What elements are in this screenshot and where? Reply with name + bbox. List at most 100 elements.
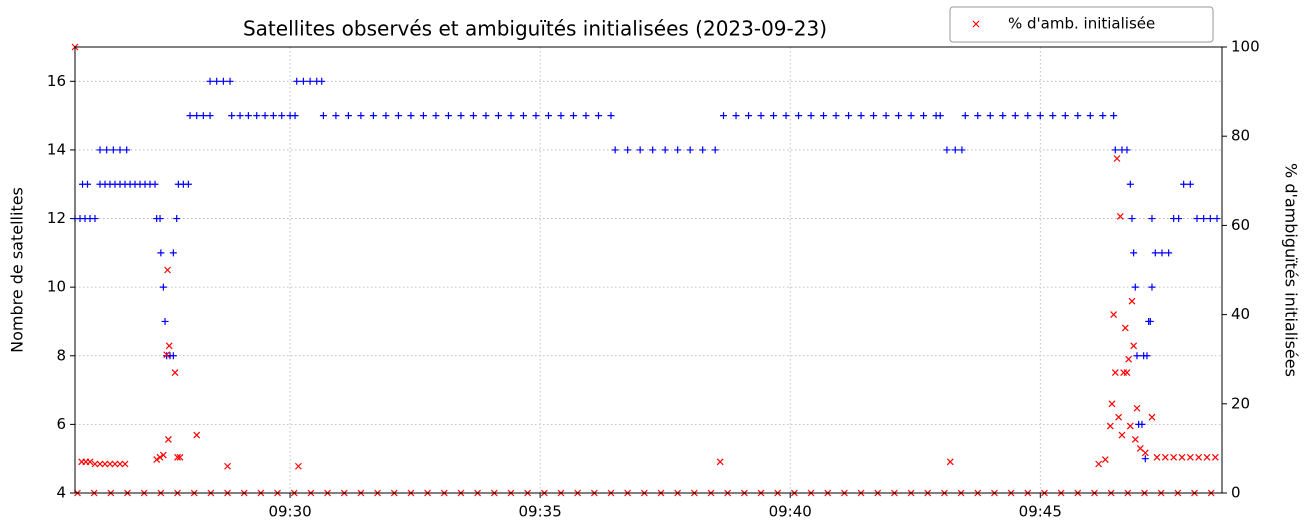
point xyxy=(213,77,221,85)
point xyxy=(96,460,104,468)
point xyxy=(161,317,169,325)
point xyxy=(318,77,326,85)
point xyxy=(103,146,111,154)
point xyxy=(169,352,177,360)
point xyxy=(1115,413,1123,421)
point xyxy=(686,146,694,154)
point xyxy=(1121,324,1129,332)
point xyxy=(1148,283,1156,291)
point xyxy=(1049,112,1057,120)
point xyxy=(169,249,177,257)
y2-axis-label: % d'ambiguïtés initialisées xyxy=(1282,163,1301,377)
point xyxy=(1161,453,1169,461)
point xyxy=(636,146,644,154)
point xyxy=(1165,249,1173,257)
point xyxy=(157,249,165,257)
point xyxy=(845,112,853,120)
y-tick-label: 14 xyxy=(47,140,66,158)
point xyxy=(1141,455,1149,463)
point xyxy=(986,112,994,120)
point xyxy=(795,112,803,120)
point xyxy=(1141,449,1149,457)
point xyxy=(457,112,465,120)
y-tick-label: 12 xyxy=(47,209,66,227)
x-tick-label: 09:40 xyxy=(769,503,812,521)
point xyxy=(907,112,915,120)
point xyxy=(224,462,231,470)
point xyxy=(507,112,515,120)
point xyxy=(293,77,301,85)
point xyxy=(121,460,129,468)
point xyxy=(1203,453,1211,461)
point xyxy=(156,215,164,223)
point xyxy=(164,436,172,443)
point xyxy=(1148,413,1156,421)
point xyxy=(1113,155,1121,162)
point xyxy=(1011,112,1019,120)
point xyxy=(1200,215,1208,223)
point xyxy=(319,112,327,120)
point xyxy=(344,112,352,120)
point xyxy=(291,112,299,120)
point xyxy=(820,112,828,120)
y-tick-label: 8 xyxy=(56,346,66,364)
point xyxy=(770,112,778,120)
point xyxy=(116,460,124,468)
y2-tick-label: 100 xyxy=(1231,38,1260,56)
x-tick-label: 09:35 xyxy=(519,503,562,521)
point xyxy=(974,112,982,120)
point xyxy=(1158,249,1166,257)
point xyxy=(123,146,131,154)
point xyxy=(870,112,878,120)
point xyxy=(91,215,99,223)
point xyxy=(1138,420,1146,428)
point xyxy=(1126,180,1134,188)
point xyxy=(1131,283,1139,291)
point xyxy=(1186,453,1194,461)
point xyxy=(357,112,365,120)
y-tick-label: 4 xyxy=(56,484,66,502)
point xyxy=(432,112,440,120)
y-tick-label: 16 xyxy=(47,72,66,90)
point xyxy=(482,112,490,120)
point xyxy=(1128,215,1136,223)
point xyxy=(101,460,109,468)
point xyxy=(961,112,969,120)
point xyxy=(206,77,214,85)
point xyxy=(943,146,951,154)
point xyxy=(184,180,192,188)
point xyxy=(745,112,753,120)
point xyxy=(1170,453,1178,461)
point xyxy=(1186,180,1194,188)
point xyxy=(91,460,99,468)
point xyxy=(159,451,167,459)
point xyxy=(649,146,657,154)
point xyxy=(720,112,728,120)
point xyxy=(269,112,277,120)
point xyxy=(151,180,159,188)
point xyxy=(1101,456,1109,463)
point xyxy=(857,112,865,120)
point xyxy=(86,458,94,466)
point xyxy=(1110,311,1118,319)
point xyxy=(261,112,269,120)
point xyxy=(228,112,236,120)
point xyxy=(253,112,261,120)
point xyxy=(1099,112,1107,120)
y-tick-label: 10 xyxy=(47,278,66,296)
point xyxy=(1095,460,1103,468)
point xyxy=(1123,369,1131,377)
point xyxy=(1061,112,1069,120)
chart-title: Satellites observés et ambiguïtés initia… xyxy=(243,17,827,41)
point xyxy=(557,112,565,120)
point xyxy=(1143,352,1151,360)
point xyxy=(699,146,707,154)
point xyxy=(1151,249,1159,257)
point xyxy=(661,146,669,154)
point xyxy=(674,146,682,154)
point xyxy=(444,112,452,120)
point xyxy=(611,146,619,154)
point xyxy=(164,266,171,274)
point xyxy=(494,112,502,120)
point xyxy=(757,112,765,120)
